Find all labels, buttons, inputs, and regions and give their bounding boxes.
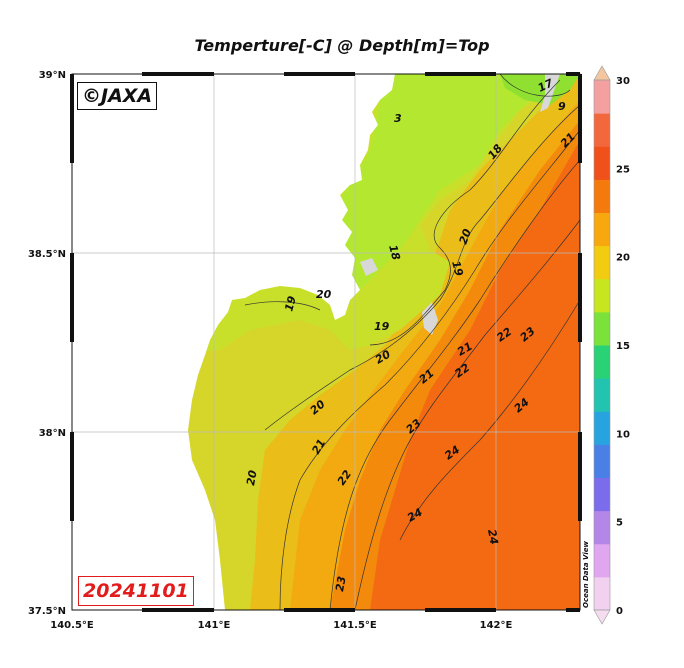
colorbar-segment (594, 345, 610, 379)
colorbar-segment (594, 245, 610, 280)
colorbar-tick-label: 0 (616, 606, 623, 617)
sea-band-17 (500, 74, 580, 105)
colorbar-segment (594, 179, 610, 213)
colorbar-segment (594, 212, 610, 247)
contour-18 (369, 79, 561, 346)
contour-label: 17 (536, 76, 556, 94)
sea-band-18 (340, 74, 580, 300)
colorbar-segment (594, 576, 610, 611)
contour-21 (279, 129, 580, 610)
colorbar-segment (594, 411, 610, 445)
colorbar-segment (594, 146, 610, 180)
lon-label-142: 142°E (480, 620, 513, 631)
colorbar-segment (594, 80, 610, 114)
contour-label: 20 (457, 227, 475, 246)
lat-label-385: 38.5°N (28, 249, 66, 260)
contour-label: 19 (282, 294, 299, 312)
contour-20 (264, 104, 580, 431)
contour-label: 23 (333, 575, 349, 593)
land (72, 74, 560, 610)
colorbar-outline (593, 79, 611, 611)
colorbar-segment (594, 444, 610, 478)
lat-label-375: 37.5°N (28, 606, 66, 617)
contour-label: 20 (244, 469, 260, 487)
map-title: Temperture[-C] @ Depth[m]=Top (194, 36, 490, 55)
grid (72, 74, 580, 610)
watermark-label: Ocean Data View (582, 541, 590, 608)
frame-ticks (70, 72, 582, 612)
island-north (540, 74, 560, 112)
contour-label: 20 (316, 288, 332, 301)
contour-label: 24 (485, 528, 500, 545)
contour-lines (244, 74, 580, 610)
colorbar-segment (594, 378, 610, 412)
contour-label: 9 (558, 100, 566, 113)
contour-label: 19 (374, 320, 390, 333)
lon-label-1405: 140.5°E (50, 620, 94, 631)
contour-24 (399, 299, 580, 541)
colorbar-tick-label: 25 (616, 164, 630, 175)
contour-22 (329, 159, 580, 610)
lat-label-39: 39°N (39, 70, 66, 81)
lon-label-1415: 141.5°E (333, 620, 377, 631)
date-label: 20241101 (78, 576, 194, 606)
colorbar-arrow-top (593, 65, 611, 81)
colorbar-segment (594, 113, 610, 147)
contour-19-bay (244, 301, 321, 311)
contour-23 (354, 219, 580, 610)
island-east (422, 302, 438, 335)
land-mass (72, 74, 395, 610)
colorbar-tick-label: 10 (616, 429, 630, 440)
contour-label: 18 (386, 243, 403, 261)
lat-label-38: 38°N (39, 428, 66, 439)
colorbar: 0 5 10 15 20 25 30 (593, 65, 630, 625)
colorbar-segment (594, 477, 610, 512)
contour-label: 3 (394, 112, 402, 125)
colorbar-tick-label: 5 (616, 518, 623, 529)
colorbar-labels: 0 5 10 15 20 25 30 (616, 76, 630, 617)
colorbar-segment (594, 278, 610, 313)
contour-label: 19 (449, 259, 466, 277)
copyright-label: ©JAXA (77, 82, 158, 110)
island-bay (360, 258, 378, 276)
colorbar-segment (594, 543, 610, 578)
colorbar-arrow-bottom (593, 609, 611, 625)
colorbar-segments (594, 80, 610, 611)
colorbar-tick-label: 30 (616, 76, 630, 87)
colorbar-tick-label: 15 (616, 341, 630, 352)
lon-label-141: 141°E (198, 620, 231, 631)
colorbar-segment (594, 510, 610, 545)
colorbar-segment (594, 311, 610, 346)
colorbar-tick-label: 20 (616, 253, 630, 264)
contour-17 (499, 74, 571, 97)
